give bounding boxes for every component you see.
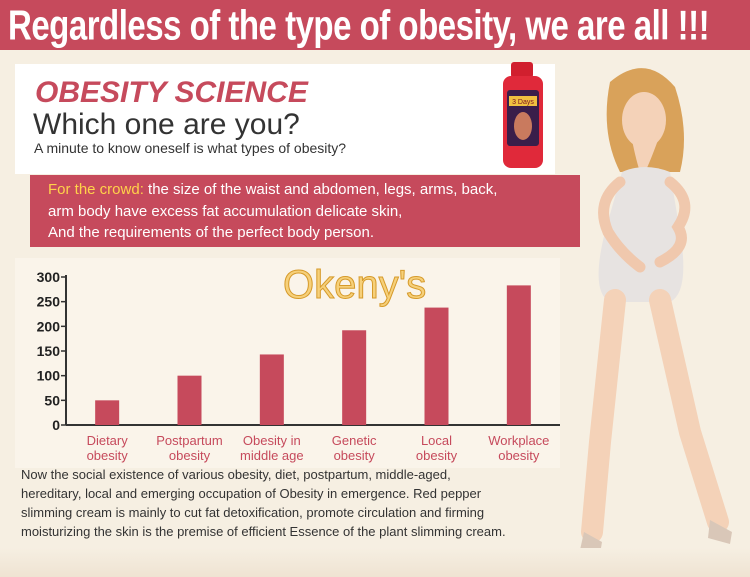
- x-tick-label: obesity: [87, 448, 129, 463]
- y-tick-label: 0: [52, 417, 60, 433]
- y-tick-label: 150: [37, 343, 61, 359]
- x-tick-label: Genetic: [332, 433, 377, 448]
- x-tick-label: obesity: [169, 448, 211, 463]
- crowd-line-3: And the requirements of the perfect body…: [48, 224, 375, 241]
- x-tick-label: Postpartum: [156, 433, 222, 448]
- x-tick-label: Workplace: [488, 433, 549, 448]
- x-tick-label: obesity: [334, 448, 376, 463]
- x-tick-label: Dietary: [87, 433, 129, 448]
- bottom-strip: [0, 548, 750, 577]
- product-box-text: 3 Days: [512, 99, 534, 106]
- description-line-1: Now the social existence of various obes…: [21, 467, 451, 482]
- crowd-text: For the crowd: the size of the waist and…: [48, 179, 497, 244]
- x-tick-label: Local: [421, 433, 452, 448]
- description: Now the social existence of various obes…: [21, 465, 581, 541]
- y-tick-label: 100: [37, 368, 61, 384]
- y-tick-label: 200: [37, 318, 61, 334]
- description-line-2: hereditary, local and emerging occupatio…: [21, 486, 482, 501]
- chart-background: [15, 258, 560, 468]
- bar: [95, 400, 120, 425]
- subheading: Which one are you?: [33, 108, 300, 141]
- x-tick-label: obesity: [416, 448, 458, 463]
- x-tick-label: Obesity in: [243, 433, 301, 448]
- crowd-label: For the crowd:: [48, 181, 144, 198]
- x-tick-label: obesity: [498, 448, 540, 463]
- tagline: A minute to know oneself is what types o…: [34, 140, 347, 156]
- top-banner: Regardless of the type of obesity, we ar…: [0, 0, 750, 50]
- crowd-line-2: arm body have excess fat accumulation de…: [48, 202, 403, 220]
- product-bottle-image: 3 Days: [503, 62, 543, 168]
- banner-title: Regardless of the type of obesity, we ar…: [8, 2, 710, 49]
- bar: [506, 285, 531, 425]
- description-line-4: moisturizing the skin is the premise of …: [21, 524, 506, 539]
- y-tick-label: 250: [37, 294, 61, 310]
- crowd-line-1: the size of the waist and abdomen, legs,…: [143, 181, 498, 198]
- y-tick-label: 300: [37, 269, 61, 285]
- description-line-3: slimming cream is mainly to cut fat deto…: [21, 505, 485, 520]
- y-tick-label: 50: [44, 392, 60, 408]
- crowd-box: [30, 175, 580, 247]
- heading: OBESITY SCIENCE: [35, 76, 308, 109]
- watermark: Okeny's: [282, 263, 427, 308]
- header-panel: [15, 64, 555, 174]
- bar: [342, 330, 367, 425]
- x-tick-label: middle age: [240, 448, 304, 463]
- bar: [424, 307, 449, 425]
- model-image: [580, 68, 732, 554]
- bar: [177, 375, 202, 425]
- bar: [259, 354, 284, 425]
